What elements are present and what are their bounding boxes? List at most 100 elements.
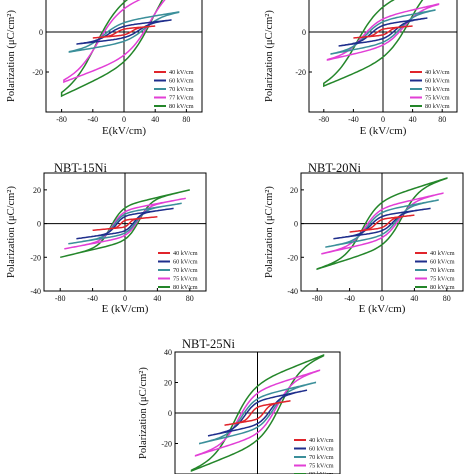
legend-label: 40 kV/cm <box>430 250 455 257</box>
loop-40-kv-cm <box>224 400 291 426</box>
legend-label: 40 kV/cm <box>169 69 194 76</box>
loop-40-kv-cm <box>353 25 413 39</box>
y-tick-label: 20 <box>33 186 41 195</box>
legend-label: 60 kV/cm <box>430 259 455 266</box>
loop-75-kv-cm <box>194 369 321 457</box>
x-tick-label: -40 <box>87 115 98 124</box>
loop-77-kv-cm <box>63 0 166 84</box>
legend-label: 60 kV/cm <box>425 78 450 85</box>
y-tick-label: -20 <box>295 68 306 77</box>
legend-label: 70 kV/cm <box>430 267 455 274</box>
legend-label: 60 kV/cm <box>309 446 334 453</box>
legend-label: 75 kV/cm <box>425 95 450 102</box>
y-tick-label: 0 <box>294 220 298 229</box>
legend-label: 60 kV/cm <box>173 259 198 266</box>
y-axis-label: Polarization (μC/cm²) <box>264 186 275 278</box>
legend-label: 80 kV/cm <box>430 284 455 291</box>
x-tick-label: 80 <box>182 115 190 124</box>
legend-label: 70 kV/cm <box>169 86 194 93</box>
loop-70-kv-cm <box>68 11 180 53</box>
x-tick-label: 0 <box>380 294 384 303</box>
x-tick-label: 80 <box>438 115 446 124</box>
y-axis-label: Polarization (μC/cm²) <box>6 10 17 102</box>
y-tick-label: -20 <box>287 253 298 262</box>
legend-label: 70 kV/cm <box>309 454 334 461</box>
x-tick-label: -80 <box>312 294 323 303</box>
y-tick-label: 40 <box>164 348 172 357</box>
legend-label: 60 kV/cm <box>169 78 194 85</box>
legend-label: 70 kV/cm <box>173 267 198 274</box>
panel-title: NBT-20Ni <box>308 161 362 175</box>
y-axis-label: Polarization (μC/cm²) <box>6 186 17 278</box>
loop-40-kv-cm <box>92 25 156 39</box>
loop-80-kv-cm <box>60 0 164 98</box>
legend-label: 75 kV/cm <box>430 276 455 283</box>
legend-label: 80 kV/cm <box>425 103 450 110</box>
y-tick-label: 20 <box>164 379 172 388</box>
legend-label: 40 kV/cm <box>173 250 198 257</box>
x-tick-label: -40 <box>348 115 359 124</box>
x-axis-label: E (kV/cm) <box>359 303 406 315</box>
x-tick-label: -40 <box>344 294 355 303</box>
x-tick-label: 40 <box>151 115 159 124</box>
y-tick-label: 0 <box>168 409 172 418</box>
x-axis-label: E (kV/cm) <box>102 303 149 315</box>
y-tick-label: 0 <box>302 28 306 37</box>
legend-label: 80 kV/cm <box>169 103 194 110</box>
loop-60-kv-cm <box>207 389 308 437</box>
legend-label: 80 kV/cm <box>173 284 198 291</box>
legend-label: 40 kV/cm <box>309 437 334 444</box>
x-tick-label: -80 <box>55 294 66 303</box>
x-axis-label: E(kV/cm) <box>102 125 146 137</box>
y-tick-label: -40 <box>287 287 298 296</box>
y-axis-label: Polarization (μC/cm²) <box>138 367 149 459</box>
loop-60-kv-cm <box>76 19 172 45</box>
legend-label: 40 kV/cm <box>425 69 450 76</box>
y-tick-label: 0 <box>37 220 41 229</box>
x-tick-label: 0 <box>381 115 385 124</box>
loop-80-kv-cm <box>60 189 190 259</box>
loop-80-kv-cm <box>190 354 325 472</box>
loop-40-kv-cm <box>92 216 158 232</box>
y-axis-label: Polarization (μC/cm²) <box>264 10 275 102</box>
legend-label: 75 kV/cm <box>173 276 198 283</box>
y-tick-label: 0 <box>39 28 43 37</box>
loop-75-kv-cm <box>326 3 440 61</box>
x-tick-label: 40 <box>410 294 418 303</box>
y-tick-label: 20 <box>290 186 298 195</box>
legend-label: 80 kV/cm <box>309 471 334 474</box>
legend-label: 77 kV/cm <box>169 95 194 102</box>
x-tick-label: -80 <box>318 115 329 124</box>
x-tick-label: -80 <box>56 115 67 124</box>
x-tick-label: 0 <box>123 294 127 303</box>
x-tick-label: 40 <box>409 115 417 124</box>
x-tick-label: 80 <box>186 294 194 303</box>
x-tick-label: 80 <box>443 294 451 303</box>
loop-80-kv-cm <box>323 0 424 88</box>
x-tick-label: 40 <box>153 294 161 303</box>
y-tick-label: -20 <box>161 440 172 449</box>
x-axis-label: E (kV/cm) <box>360 125 407 137</box>
legend-label: 75 kV/cm <box>309 463 334 470</box>
y-tick-label: -20 <box>32 68 43 77</box>
x-tick-label: 0 <box>122 115 126 124</box>
loop-40-kv-cm <box>349 214 415 233</box>
panel-title: NBT-15Ni <box>54 161 108 175</box>
legend-label: 70 kV/cm <box>425 86 450 93</box>
panel-title: NBT-25Ni <box>182 337 236 351</box>
y-tick-label: -20 <box>30 253 41 262</box>
loop-75-kv-cm <box>64 197 186 250</box>
loop-60-kv-cm <box>76 207 174 240</box>
y-tick-label: -40 <box>30 287 41 296</box>
